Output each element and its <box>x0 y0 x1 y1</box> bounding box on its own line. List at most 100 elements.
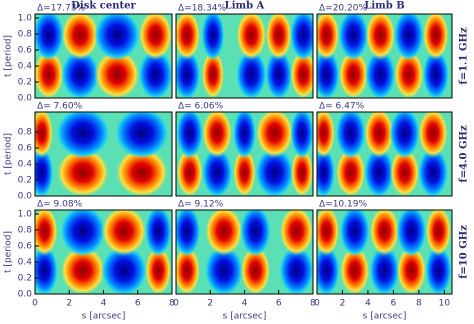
blob <box>240 210 271 257</box>
heatmap <box>176 210 313 294</box>
y-tick-label: 0.2 <box>18 274 32 284</box>
blob <box>56 112 110 159</box>
blob <box>101 210 148 257</box>
y-tick-label: 0.0 <box>18 94 33 104</box>
blob <box>176 147 204 196</box>
annotation: Δ= 9.08% <box>37 200 83 210</box>
blob <box>35 210 59 257</box>
x-tick-label: 10 <box>439 299 451 309</box>
x-axis-label: s [arcsec] <box>363 312 407 322</box>
heatmap <box>35 112 172 196</box>
y-axis-label: t [period] <box>4 133 14 175</box>
x-tick-label: 4 <box>101 299 107 309</box>
blob <box>393 49 424 98</box>
panel: Δ= 6.06% <box>175 102 314 197</box>
y-tick-label: 0.8 <box>18 30 33 40</box>
blob <box>201 49 225 98</box>
blob <box>115 112 169 159</box>
blob <box>422 49 450 98</box>
blob <box>35 112 54 159</box>
blob <box>61 49 100 98</box>
x-tick-label: 6 <box>276 299 282 309</box>
y-tick-label: 0.8 <box>18 128 33 138</box>
blob <box>255 112 294 159</box>
panel: Δ=17.73%Disk center t [period] 0.0 0.2 0.4 0.… <box>4 1 173 104</box>
y-tick-label: 0.0 <box>18 192 33 202</box>
x-tick-label: 8 <box>169 299 175 309</box>
panel: Δ=20.20%Limb B f=1.1 GHz <box>316 1 470 99</box>
blob <box>369 210 400 257</box>
x-tick-label: 2 <box>340 299 346 309</box>
y-tick-label: 0.4 <box>18 160 33 170</box>
panel: Δ= 9.12% s [arcsec] 0 2 4 6 8 <box>173 200 316 322</box>
blob <box>240 245 271 294</box>
blob <box>289 14 313 61</box>
blob <box>425 245 452 294</box>
panel: Δ= 6.47% f=4.0 GHz <box>316 102 470 197</box>
x-axis-label: s [arcsec] <box>223 312 267 322</box>
blob <box>363 112 395 159</box>
blob <box>138 14 172 61</box>
blob <box>204 245 244 294</box>
blob <box>339 245 370 294</box>
frame <box>175 13 314 99</box>
blob <box>363 147 395 196</box>
annotation: Δ=17.73% <box>37 4 85 14</box>
frame <box>175 111 314 197</box>
x-tick-label: 2 <box>207 299 213 309</box>
blob <box>115 147 169 196</box>
blob <box>396 245 427 294</box>
panel-title: Disk center <box>71 1 136 12</box>
blob <box>338 14 369 61</box>
blob <box>265 14 293 61</box>
panel-title: Limb A <box>225 1 265 12</box>
y-axis-label: t [period] <box>4 35 14 77</box>
blob <box>417 147 449 196</box>
blob <box>232 112 257 159</box>
blob <box>317 147 336 196</box>
blob <box>94 14 141 61</box>
blob <box>232 147 257 196</box>
heatmap <box>35 14 172 98</box>
x-tick-label: 0 <box>314 299 320 309</box>
annotation: Δ=10.19% <box>319 200 367 210</box>
blob <box>365 49 396 98</box>
blob <box>176 14 201 61</box>
blob <box>335 112 366 159</box>
blob <box>201 112 233 159</box>
panel: Δ= 9.08% t [period] s [arcsec] 0.0 0.2 0.4 0.6… <box>4 200 176 322</box>
frame <box>34 111 173 197</box>
y-tick-label: 0.6 <box>18 46 33 56</box>
blob <box>35 147 54 196</box>
y-tick-label: 0.2 <box>18 176 32 186</box>
blob <box>59 245 106 294</box>
x-tick-label: 8 <box>416 299 422 309</box>
row-label: f=1.1 GHz <box>459 27 470 85</box>
blob <box>35 245 59 294</box>
blob <box>317 14 340 61</box>
annotation: Δ= 9.12% <box>178 200 224 210</box>
blob <box>144 245 172 294</box>
row-label: f=4.0 GHz <box>459 125 470 183</box>
blob <box>317 210 340 257</box>
frame <box>316 209 453 295</box>
y-tick-label: 0.8 <box>18 226 33 236</box>
blob <box>35 49 65 98</box>
blob <box>289 49 313 98</box>
row-label: f=10 GHz <box>459 225 470 279</box>
blob <box>279 245 313 294</box>
heatmap <box>317 14 452 98</box>
blob <box>317 245 340 294</box>
y-tick-label: 1.0 <box>18 14 33 24</box>
blob <box>425 210 452 257</box>
annotation: Δ= 7.60% <box>37 102 83 112</box>
blob <box>335 147 366 196</box>
blob <box>144 210 172 257</box>
blob <box>255 147 294 196</box>
frame <box>316 111 453 197</box>
blob <box>369 245 400 294</box>
blob <box>365 14 396 61</box>
blob <box>35 14 65 61</box>
heatmap <box>317 112 452 196</box>
